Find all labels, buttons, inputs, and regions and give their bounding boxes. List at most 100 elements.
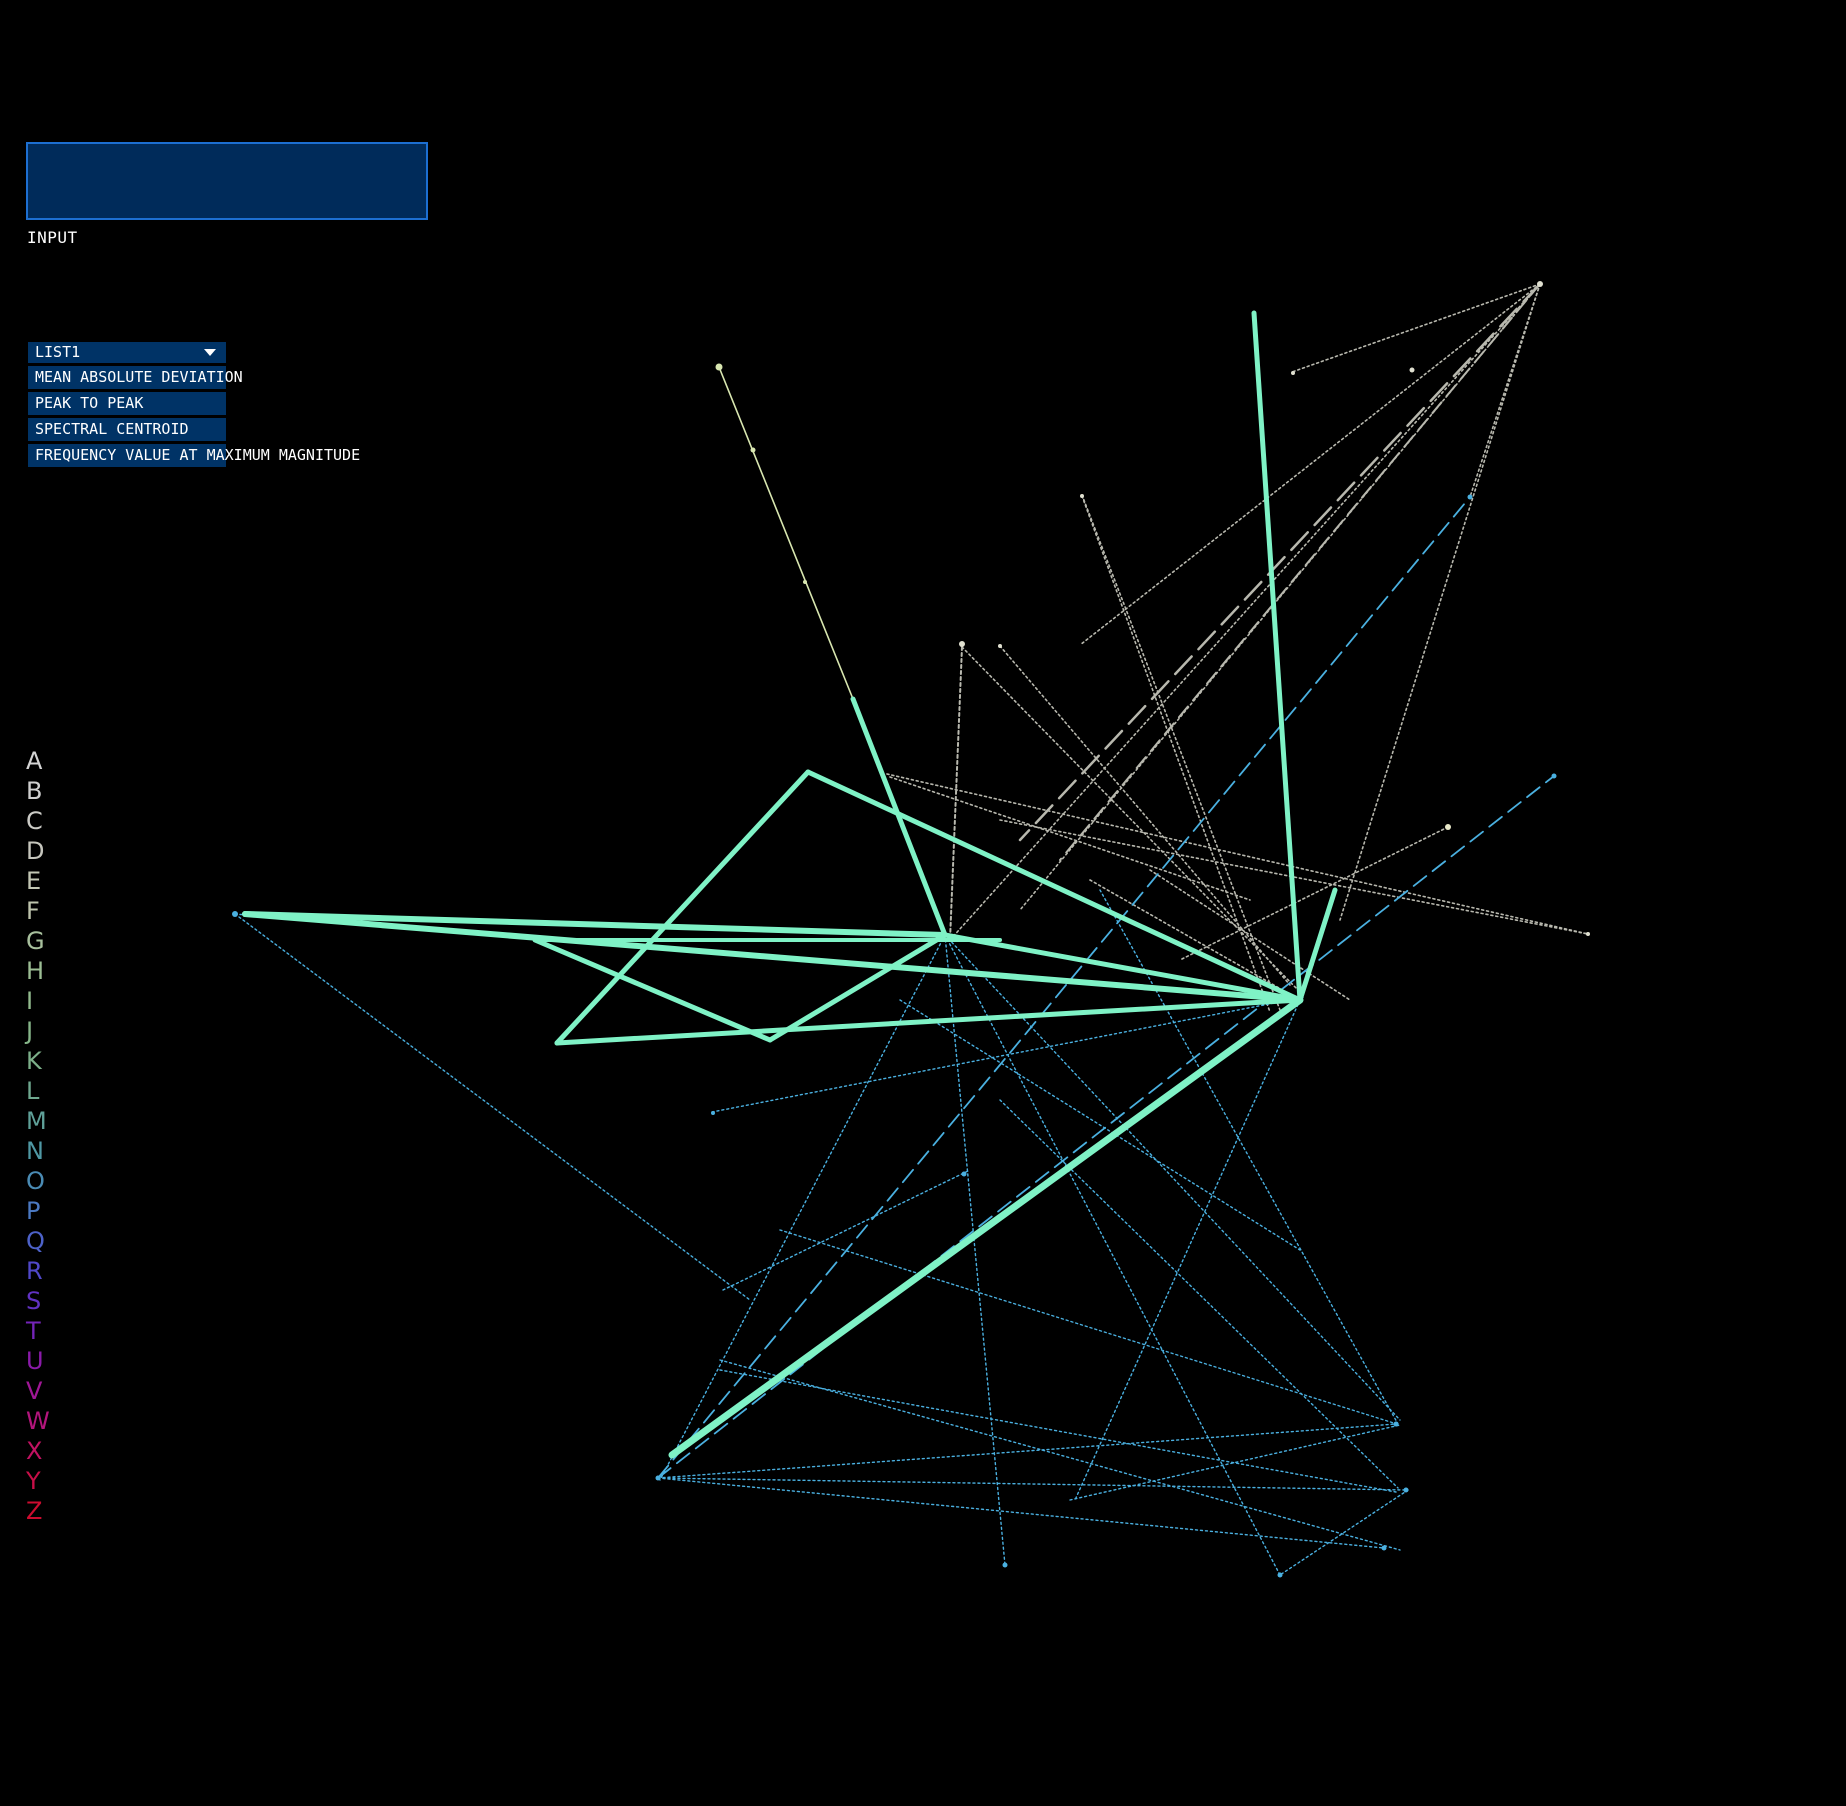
network-edge-52 [657, 496, 1471, 1479]
network-edge-42 [722, 1169, 971, 1291]
network-edge-39 [657, 1477, 1385, 1549]
network-node-24 [959, 641, 965, 647]
network-edge-27 [718, 366, 854, 700]
letter-e[interactable]: E [26, 867, 42, 895]
input-field[interactable] [26, 142, 428, 220]
network-edge-65 [1251, 310, 1303, 1003]
network-edge-9 [886, 773, 1589, 935]
network-node-26 [1586, 932, 1590, 936]
dropdown-header[interactable]: LIST1 [28, 342, 226, 363]
network-edge-74 [767, 932, 948, 1043]
chevron-down-icon [204, 349, 216, 356]
letter-z[interactable]: Z [26, 1497, 43, 1525]
network-edge-8 [999, 645, 1291, 986]
letter-u[interactable]: U [26, 1347, 44, 1375]
network-node-63 [711, 1111, 715, 1115]
dropdown-item-spectral-centroid[interactable]: SPECTRAL CENTROID [28, 418, 226, 441]
network-edge-37 [719, 1359, 1401, 1551]
network-node-22 [1080, 494, 1084, 498]
network-edge-66 [668, 996, 1304, 1459]
letter-y[interactable]: Y [26, 1467, 41, 1495]
letter-x[interactable]: X [26, 1437, 43, 1465]
network-node-62 [655, 1475, 661, 1481]
network-edge-2 [1469, 283, 1541, 498]
network-edge-69 [242, 911, 948, 938]
letter-b[interactable]: B [26, 777, 43, 805]
network-edge-6 [1081, 495, 1271, 1013]
letter-h[interactable]: H [26, 957, 45, 985]
network-edge-51 [657, 775, 1555, 1479]
network-edge-0 [1291, 283, 1541, 373]
network-edge-41 [711, 996, 1306, 1113]
network-edge-11 [961, 646, 1299, 991]
letter-n[interactable]: N [26, 1137, 44, 1165]
letter-c[interactable]: C [26, 807, 43, 835]
letter-k[interactable]: K [26, 1047, 42, 1075]
network-node-64 [1467, 494, 1473, 500]
network-edge-4 [949, 283, 1541, 941]
network-node-56 [1393, 1421, 1399, 1427]
network-node-59 [1277, 1572, 1283, 1578]
network-edge-12 [1081, 494, 1281, 1011]
letter-w[interactable]: W [26, 1407, 50, 1435]
letter-q[interactable]: Q [26, 1227, 45, 1255]
network-edge-3 [1339, 283, 1541, 921]
dropdown-item-peak-to-peak[interactable]: PEAK TO PEAK [28, 392, 226, 415]
network-edge-33 [944, 934, 1006, 1566]
network-edge-36 [719, 1369, 1397, 1493]
network-edge-68 [942, 932, 1303, 1003]
network-node-30 [803, 580, 807, 584]
network-edge-71 [805, 769, 1303, 1003]
dropdown-item-mean-absolute-deviation[interactable]: MEAN ABSOLUTE DEVIATION [28, 366, 243, 389]
letter-r[interactable]: R [26, 1257, 43, 1285]
network-node-60 [1002, 1562, 1008, 1568]
input-label: INPUT [27, 228, 78, 247]
letter-v[interactable]: V [26, 1377, 43, 1405]
network-edge-31 [234, 913, 751, 1301]
network-edge-38 [657, 1423, 1397, 1479]
network-edge-45 [1074, 999, 1301, 1501]
letter-l[interactable]: L [26, 1077, 40, 1105]
letter-g[interactable]: G [26, 927, 45, 955]
network-edge-40 [657, 1477, 1407, 1491]
network-node-28 [715, 363, 723, 371]
dropdown-item-frequency-value-at-maximum-magnitude[interactable]: FREQUENCY VALUE AT MAXIMUM MAGNITUDE [28, 444, 360, 467]
network-edge-67 [242, 911, 1303, 1003]
network-edge-48 [999, 1099, 1399, 1489]
network-edge-7 [889, 776, 1251, 901]
network-node-55 [1551, 773, 1557, 779]
network-edge-35 [659, 934, 946, 1481]
letter-s[interactable]: S [26, 1287, 42, 1315]
list-dropdown[interactable]: LIST1 MEAN ABSOLUTE DEVIATION PEAK TO PE… [28, 342, 360, 467]
network-edge-72 [554, 769, 811, 1046]
letter-d[interactable]: D [26, 837, 45, 865]
network-node-21 [1291, 371, 1295, 375]
network-edge-16 [1018, 282, 1542, 842]
network-edge-1 [1079, 283, 1541, 646]
network-edge-13 [1089, 879, 1301, 1001]
network-edge-70 [850, 696, 948, 938]
network-node-54 [232, 911, 238, 917]
letter-f[interactable]: F [26, 897, 40, 925]
letter-m[interactable]: M [26, 1107, 47, 1135]
network-node-19 [1537, 281, 1543, 287]
letter-i[interactable]: I [26, 987, 34, 1015]
network-node-61 [961, 1171, 967, 1177]
letter-j[interactable]: J [26, 1017, 34, 1045]
letter-a[interactable]: A [26, 747, 43, 775]
network-node-25 [1445, 824, 1451, 830]
network-edge-49 [899, 999, 1301, 1251]
network-edge-44 [1279, 1489, 1409, 1576]
dropdown-selected-label: LIST1 [35, 343, 81, 361]
network-edge-43 [779, 1229, 1401, 1426]
network-node-29 [750, 447, 756, 453]
letter-t[interactable]: T [26, 1317, 41, 1345]
network-edge-18 [949, 646, 963, 941]
letter-o[interactable]: O [26, 1167, 45, 1195]
network-edge-47 [1069, 1424, 1401, 1501]
network-edge-50 [1099, 889, 1399, 1425]
letter-p[interactable]: P [26, 1197, 41, 1225]
network-edge-10 [1179, 826, 1449, 961]
